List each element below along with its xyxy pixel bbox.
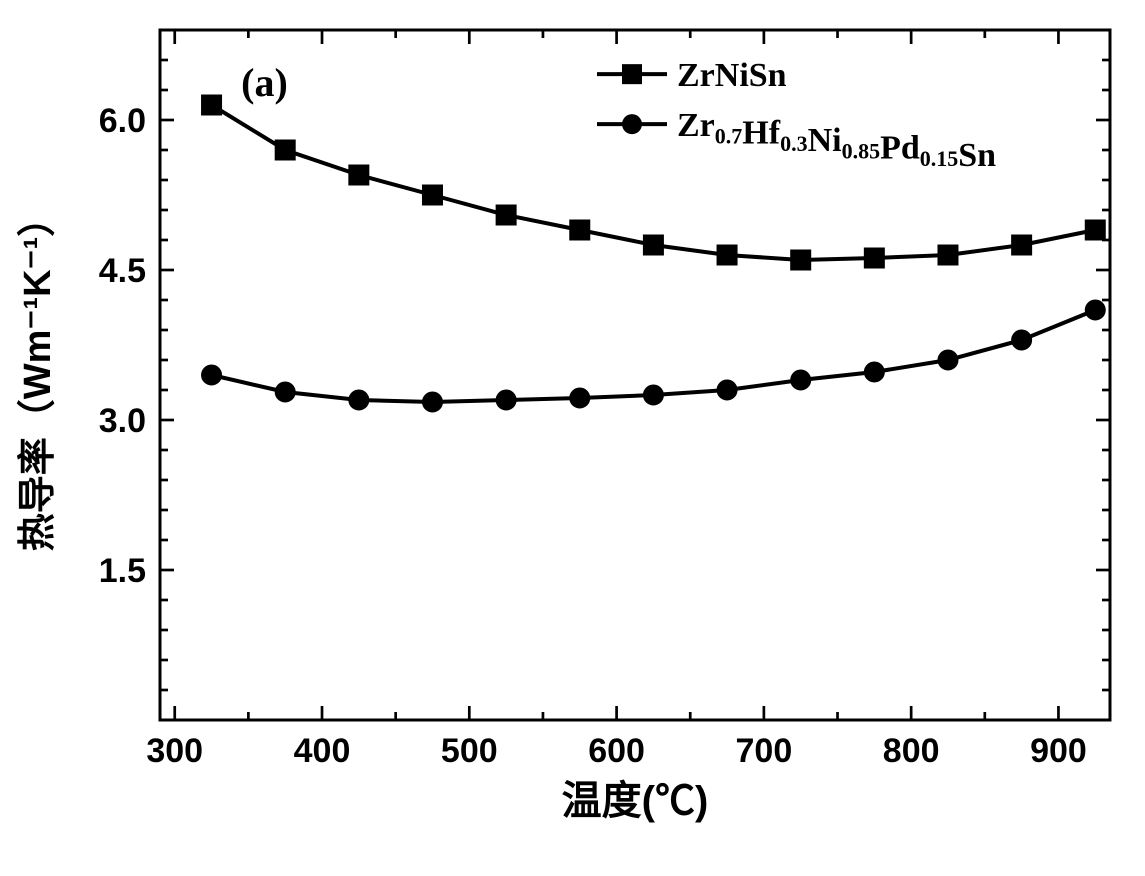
y-tick-label: 3.0 [99, 402, 146, 440]
y-tick-label: 1.5 [99, 552, 146, 590]
marker-square [717, 245, 737, 265]
marker-circle [864, 362, 884, 382]
marker-square [422, 185, 442, 205]
marker-circle [202, 365, 222, 385]
marker-square [1012, 235, 1032, 255]
legend-swatch-marker [622, 114, 642, 134]
marker-circle [1085, 300, 1105, 320]
marker-circle [1012, 330, 1032, 350]
x-tick-label: 300 [146, 732, 203, 770]
marker-circle [496, 390, 516, 410]
marker-square [349, 165, 369, 185]
marker-square [791, 250, 811, 270]
x-tick-label: 700 [736, 732, 793, 770]
marker-circle [938, 350, 958, 370]
x-tick-label: 600 [588, 732, 645, 770]
marker-circle [349, 390, 369, 410]
marker-circle [570, 388, 590, 408]
marker-circle [717, 380, 737, 400]
marker-square [938, 245, 958, 265]
chart-svg: 300 400 500 600 700 800 900 1.5 3.0 4.5 6.0 温度(℃) 热导… [0, 0, 1145, 876]
marker-circle [791, 370, 811, 390]
y-tick-label: 6.0 [99, 102, 146, 140]
marker-square [570, 220, 590, 240]
marker-square [864, 248, 884, 268]
marker-square [496, 205, 516, 225]
x-tick-label: 500 [441, 732, 498, 770]
x-tick-label: 800 [883, 732, 940, 770]
legend-label: ZrNiSn [677, 57, 787, 94]
panel-label: (a) [241, 60, 288, 105]
marker-circle [643, 385, 663, 405]
x-tick-label: 400 [294, 732, 351, 770]
y-axis-label: 热导率（Wm⁻¹K⁻¹） [17, 199, 59, 552]
thermal-conductivity-chart: 300 400 500 600 700 800 900 1.5 3.0 4.5 6.0 温度(℃) 热导… [0, 0, 1145, 876]
x-axis-label: 温度(℃) [562, 779, 709, 823]
legend-swatch-marker [622, 64, 642, 84]
marker-square [643, 235, 663, 255]
marker-square [1085, 220, 1105, 240]
y-tick-label: 4.5 [99, 252, 146, 290]
marker-circle [275, 382, 295, 402]
x-tick-label: 900 [1030, 732, 1087, 770]
marker-square [202, 95, 222, 115]
marker-square [275, 140, 295, 160]
marker-circle [422, 392, 442, 412]
